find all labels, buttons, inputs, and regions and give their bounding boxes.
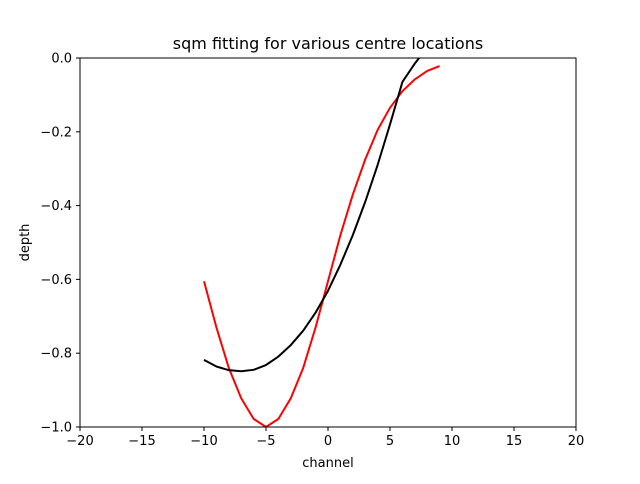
y-tick-label: −1.0 [40, 421, 72, 436]
x-tick-label: −10 [190, 434, 217, 449]
x-tick-label: 20 [568, 434, 585, 449]
y-tick-label: −0.6 [40, 273, 72, 288]
y-tick-label: −0.8 [40, 347, 72, 362]
x-tick-label: 10 [444, 434, 461, 449]
x-tick-label: 0 [324, 434, 332, 449]
x-tick-label: −5 [256, 434, 275, 449]
y-tick-label: −0.2 [40, 125, 72, 140]
series-line-2 [203, 58, 420, 373]
series-line-1 [203, 65, 440, 427]
x-axis-label: channel [302, 456, 353, 471]
y-tick-label: −0.4 [40, 199, 72, 214]
x-tick-label: −15 [128, 434, 155, 449]
x-tick-label: 15 [506, 434, 523, 449]
plot-frame [79, 57, 577, 428]
chart-title: sqm fitting for various centre locations [173, 34, 483, 53]
y-tick-label: 0.0 [51, 52, 72, 67]
series-layer [203, 58, 440, 427]
y-axis-label: depth [18, 224, 33, 262]
x-tick-label: 5 [386, 434, 394, 449]
x-tick-label: −20 [66, 434, 93, 449]
ticks-layer: −20 −15 −10 −5 0 5 10 15 20 0.0 −0.2 −0.4 −0.6 −0.8 −1… [40, 52, 584, 450]
